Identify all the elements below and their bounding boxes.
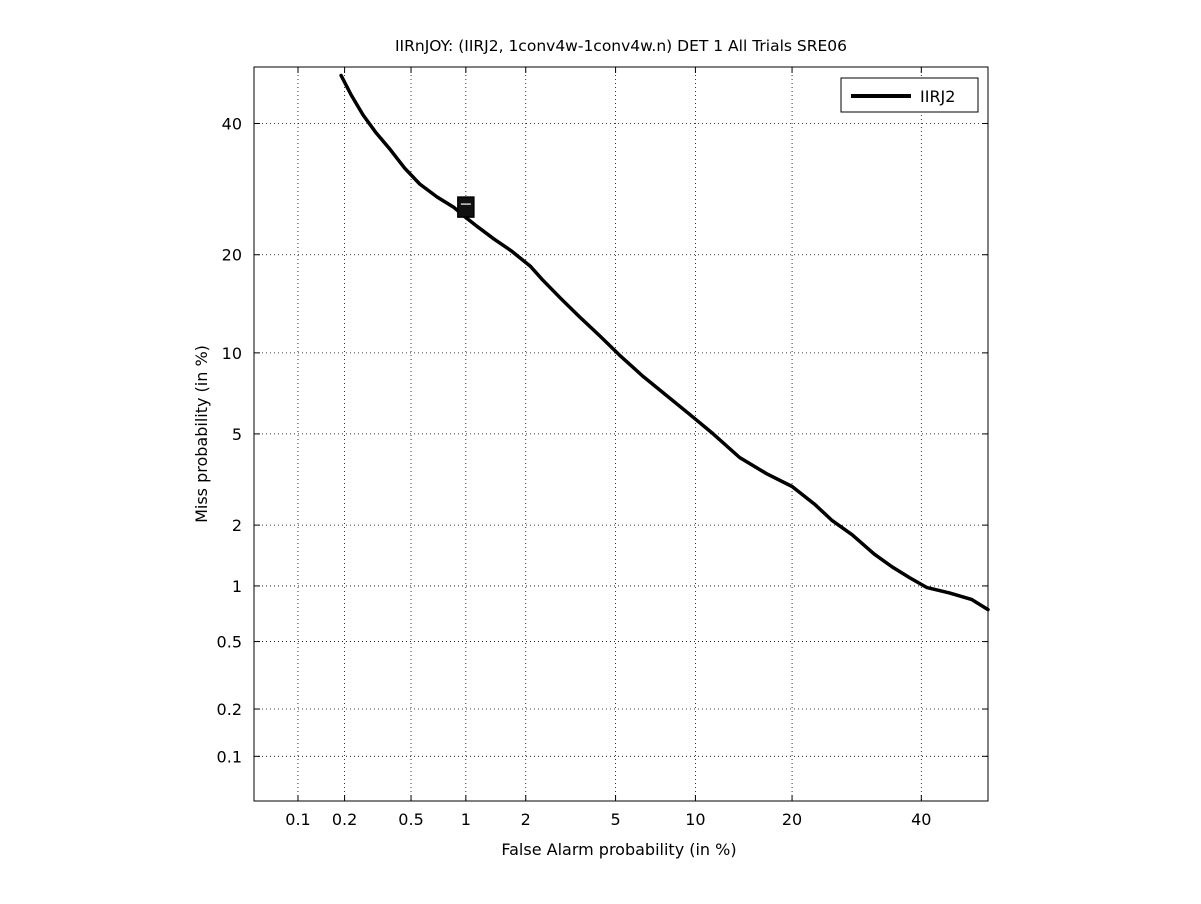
marker-layer [457,196,475,218]
y-tick-label: 10 [222,344,242,363]
x-axis-label: False Alarm probability (in %) [501,840,736,859]
x-tick-label: 0.5 [398,810,423,829]
chart-title: IIRnJOY: (IIRJ2, 1conv4w-1conv4w.n) DET … [395,37,847,55]
series-layer [339,73,990,612]
x-tick-label: 1 [461,810,471,829]
y-tick-label: 40 [222,115,242,134]
y-tick-label: 0.5 [217,633,242,652]
x-tick-label: 0.2 [332,810,357,829]
plot-area-frame [253,66,989,802]
y-tick-label: 2 [232,516,242,535]
y-tick-label: 0.1 [217,747,242,766]
x-tick-label: 20 [782,810,802,829]
x-tick-label: 2 [521,810,531,829]
y-tick-label: 1 [232,577,242,596]
x-tick-label: 10 [685,810,705,829]
y-tick-label: 0.2 [217,700,242,719]
x-tick-label: 0.1 [285,810,310,829]
x-tick-label: 40 [911,810,931,829]
y-axis-ticks: 0.1 0.2 0.5 1 2 5 10 20 40 [217,115,988,766]
legend-label-iirj2: IIRJ2 [920,87,955,106]
y-tick-label: 5 [232,425,242,444]
series-line-iirj2 [339,73,990,612]
x-axis-ticks: 0.1 0.2 0.5 1 2 5 10 20 40 [285,67,931,829]
operating-point-marker [457,196,475,218]
x-tick-label: 5 [610,810,620,829]
y-axis-label: Miss probability (in %) [192,345,211,523]
legend: IIRJ2 [840,77,979,113]
y-tick-label: 20 [222,246,242,265]
